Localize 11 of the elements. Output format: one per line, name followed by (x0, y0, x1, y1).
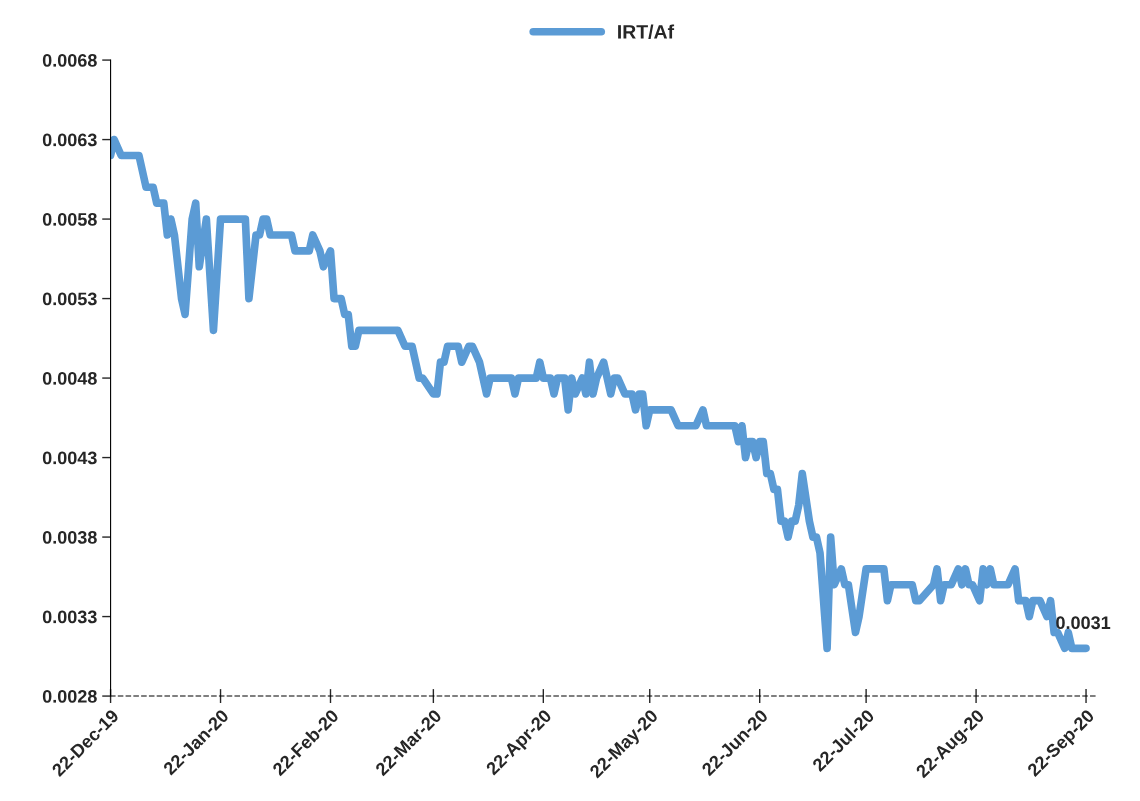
y-tick-label: 0.0058 (42, 213, 97, 226)
annotation: 0.0031 (1056, 616, 1111, 630)
y-tick-label: 0.0028 (42, 690, 97, 703)
y-tick-label: 0.0038 (42, 531, 97, 544)
y-tick-label: 0.0053 (42, 292, 97, 306)
y-tick-label: 0.0063 (42, 133, 97, 147)
y-tick-label: 0.0043 (42, 451, 97, 465)
y-tick-label: 0.0033 (42, 610, 97, 624)
y-tick-label: 0.0068 (42, 54, 97, 67)
legend-label: IRT/Af (618, 24, 675, 39)
y-tick-label: 0.0048 (42, 372, 97, 385)
